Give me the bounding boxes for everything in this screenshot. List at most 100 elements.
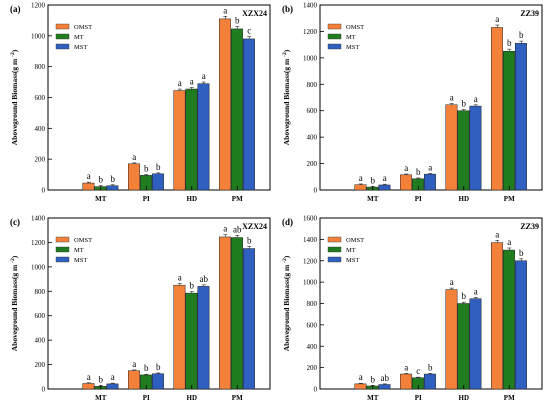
significance-letter: b [235,15,240,25]
significance-letter: a [495,14,499,24]
chart-panel-2: 0 200 400 600 800 1000 1200 1400 Aboveground Bio… [282,2,543,203]
y-tick-label: 1200 [303,28,318,36]
significance-letter: b [371,374,376,384]
panel-label: (c) [10,217,20,227]
panel-title: ZZ39 [520,222,539,231]
significance-letter: a [450,277,454,287]
significance-letter: b [99,175,104,185]
significance-letter: b [519,248,524,258]
y-tick-label: 1200 [31,239,46,247]
x-tick-label: PM [232,195,243,203]
x-tick-label: HD [187,195,198,203]
y-tick-label: 1400 [303,236,318,244]
significance-letter: a [223,224,227,234]
x-tick-label: MT [367,394,379,402]
bar-mst-hd [197,83,210,191]
legend-label-mt: MT [74,34,84,41]
bar-mst-pm [243,248,255,390]
x-tick-label: PI [415,394,422,402]
bar-omst-hd [445,289,458,390]
y-tick-label: 200 [307,160,318,168]
y-axis-label-close: ) [10,255,19,258]
panel-label: (b) [282,4,293,14]
legend-label-mt: MT [346,34,356,41]
panel-label: (a) [10,4,21,14]
x-tick-label: MT [367,195,379,203]
y-tick-label: 1000 [303,279,318,287]
bar-omst-hd [173,284,186,390]
bar-omst-hd [173,90,186,191]
y-axis-label: Aboveground Biomass(g m -2) [282,255,291,351]
y-tick-label: 800 [35,288,46,296]
bar-omst-mt [354,184,367,191]
x-tick-label: HD [459,394,470,402]
panel-label: (d) [282,217,293,227]
significance-letter: b [428,362,433,372]
bar-mt-hd [185,292,198,390]
y-axis-label-close: ) [282,255,291,258]
significance-letter: ab [381,373,390,383]
bar-omst-hd [445,104,458,191]
bar-omst-pm [491,242,503,390]
x-tick-label: PI [415,195,422,203]
legend-label-omst: OMST [74,24,92,31]
y-tick-label: 1200 [303,257,318,265]
significance-letter: a [87,171,91,181]
x-tick-label: PM [504,394,515,402]
y-axis-label: Aboveground Biomass(g m -2) [10,255,19,351]
legend-swatch-mt [327,246,342,253]
y-tick-label: 600 [307,107,318,115]
y-tick-label: 1000 [31,263,46,271]
bar-mt-pm [231,28,243,191]
legend-swatch-mst [327,43,342,50]
bar-mst-pm [515,43,527,191]
y-tick-label: 400 [307,134,318,142]
bar-omst-pm [219,236,231,390]
significance-letter: b [190,281,195,291]
y-tick-label: 200 [35,156,46,164]
bar-mst-mt [378,384,391,390]
chart-panel-3: 0 200 400 600 800 1000 1200 1400 Aboveground Bio… [10,215,271,402]
legend-swatch-mst [55,256,70,263]
legend-label-mst: MST [346,44,359,51]
y-tick-label: 0 [314,187,318,195]
significance-letter: b [247,235,252,245]
panel-title: ZZ39 [520,9,539,18]
bar-mt-pm [231,237,243,390]
significance-letter: a [359,173,363,183]
y-tick-label: 0 [314,386,318,394]
significance-letter: ab [233,224,242,234]
y-axis-label-superscript: -2 [282,258,288,263]
significance-letter: a [132,152,136,162]
y-tick-label: 1000 [31,32,46,40]
significance-letter: a [359,372,363,382]
significance-letter: a [428,162,432,172]
legend-label-mt: MT [74,247,84,254]
x-tick-label: PM [504,195,515,203]
y-axis-label-close: ) [282,49,291,52]
significance-letter: c [247,26,251,36]
x-tick-label: PI [143,394,150,402]
y-tick-label: 600 [307,321,318,329]
significance-letter: b [144,163,149,173]
panel-title: XZX24 [242,222,267,231]
bar-omst-mt [354,383,367,390]
bar-mst-mt [106,185,119,191]
legend-swatch-mt [55,246,70,253]
y-tick-label: 800 [307,300,318,308]
significance-letter: b [462,99,467,109]
legend-swatch-mst [55,43,70,50]
bar-mst-hd [469,298,482,390]
legend-swatch-mt [55,33,70,40]
significance-letter: b [416,167,421,177]
significance-letter: a [495,229,499,239]
y-tick-label: 1600 [303,215,318,223]
y-axis-label-main: Aboveground Biomass(g m [10,263,19,351]
y-tick-label: 600 [35,94,46,102]
x-tick-label: PM [232,394,243,402]
significance-letter: a [383,173,387,183]
legend-label-mt: MT [346,247,356,254]
bar-mst-pi [152,173,164,191]
significance-letter: a [87,372,91,382]
bar-omst-mt [82,182,95,191]
